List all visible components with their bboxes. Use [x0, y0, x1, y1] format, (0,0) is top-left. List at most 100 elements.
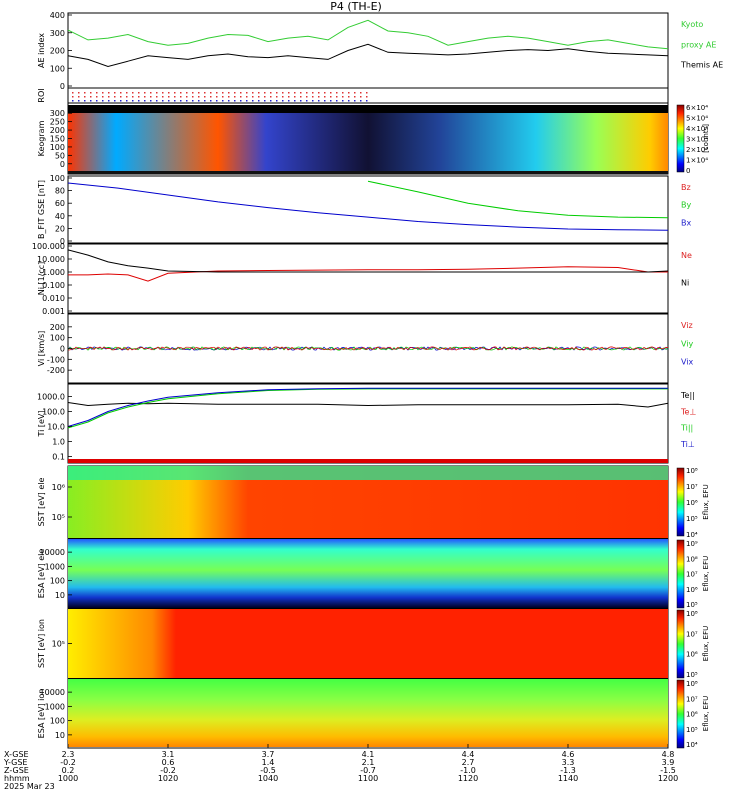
roi-point: [168, 96, 170, 98]
temperature-series-te-: [67, 402, 669, 408]
roi-point: [252, 92, 254, 94]
roi-point: [78, 96, 80, 98]
roi-point: [108, 92, 110, 94]
roi-point: [174, 92, 176, 94]
temperature-ytick-label: 1000.0: [37, 392, 65, 401]
bfield-legend-1: By: [681, 201, 691, 210]
x-axis-row-label: 2025 Mar 23: [4, 782, 55, 791]
roi-point: [282, 96, 284, 98]
roi-point: [342, 100, 344, 102]
roi-point: [276, 92, 278, 94]
esa_e-ytick-label: 100: [50, 577, 65, 586]
esa_i-colorbar-tick: 10⁷: [686, 695, 698, 703]
ae-legend-0: Kyoto: [681, 20, 703, 29]
keogram-top-band: [68, 105, 668, 113]
keogram-colorbar-tick: 0: [686, 167, 690, 175]
roi-point: [234, 100, 236, 102]
sst_i-colorbar-tick: 10⁷: [686, 630, 698, 638]
roi-point: [288, 96, 290, 98]
sst_e-ytick-label: 10⁵: [52, 513, 65, 522]
density-series-ni: [67, 249, 669, 273]
esa_e-colorbar-tick: 10⁵: [686, 601, 698, 609]
x-axis-row-label: X-GSE: [4, 750, 29, 759]
roi-point: [336, 96, 338, 98]
roi-point: [162, 92, 164, 94]
roi-point: [246, 96, 248, 98]
roi-point: [216, 96, 218, 98]
roi-point: [84, 92, 86, 94]
roi-point: [294, 92, 296, 94]
roi-point: [210, 96, 212, 98]
roi-point: [222, 100, 224, 102]
sst_e-colorbar-tick: 10⁶: [686, 499, 698, 507]
x-tick-time: 1000: [58, 774, 78, 783]
roi-point: [192, 92, 194, 94]
roi-point: [210, 100, 212, 102]
roi-point: [324, 100, 326, 102]
x-tick-zgse: -0.5: [260, 766, 276, 775]
roi-point: [342, 92, 344, 94]
esa_i-ytick-label: 10: [55, 731, 65, 740]
ae-ytick-label: 0: [60, 82, 65, 91]
roi-point: [222, 96, 224, 98]
roi-point: [138, 100, 140, 102]
roi-point: [186, 100, 188, 102]
esa_i-colorbar-tick: 10⁶: [686, 711, 698, 719]
velocity-series-viy: [67, 346, 669, 351]
x-tick-xgse: 4.8: [662, 750, 675, 759]
keogram-colorbar-tick: 1×10⁴: [686, 157, 708, 165]
velocity-ylabel: Vi [km/s]: [37, 331, 46, 367]
esa_i-colorbar-tick: 10⁵: [686, 726, 698, 734]
x-tick-xgse: 4.6: [562, 750, 575, 759]
roi-point: [120, 92, 122, 94]
x-tick-ygse: 3.9: [662, 758, 675, 767]
roi-point: [216, 92, 218, 94]
roi-point: [198, 96, 200, 98]
velocity-ytick-label: -200: [47, 366, 65, 375]
temperature-ytick-label: 0.1: [52, 452, 65, 461]
roi-point: [312, 100, 314, 102]
roi-point: [360, 92, 362, 94]
keogram-ylabel: Keogram: [37, 120, 46, 156]
roi-point: [276, 100, 278, 102]
velocity-legend-1: Viy: [681, 339, 694, 348]
plot-title: P4 (TH-E): [330, 0, 382, 13]
roi-point: [366, 92, 368, 94]
esa_i-ytick-label: 100: [50, 717, 65, 726]
x-axis-row-label: Y-GSE: [3, 758, 27, 767]
roi-point: [228, 92, 230, 94]
velocity-ytick-label: 100: [50, 334, 65, 343]
x-tick-ygse: 1.4: [262, 758, 275, 767]
bfield-ytick-label: 100: [50, 174, 65, 183]
ae-legend-1: proxy AE: [681, 40, 716, 49]
esa_e-colorbar-tick: 10⁹: [686, 540, 698, 548]
esa_i-colorbar-label: Eflux, EFU: [702, 696, 710, 731]
esa-electron-colorbar: [676, 539, 685, 609]
roi-point: [294, 96, 296, 98]
roi-point: [276, 96, 278, 98]
ae-ylabel: AE index: [37, 33, 46, 68]
sst_i-ytick-label: 10⁵: [52, 640, 65, 649]
sst_e-ytick-label: 10⁶: [52, 483, 65, 492]
roi-point: [258, 92, 260, 94]
roi-point: [180, 100, 182, 102]
sst_i-colorbar-tick: 10⁸: [686, 610, 698, 618]
keogram-ytick-label: 250: [50, 118, 65, 127]
bfield-ytick-label: 0: [60, 237, 65, 246]
x-tick-xgse: 3.1: [162, 750, 175, 759]
roi-point: [198, 100, 200, 102]
esa_i-ylabel: ESA [eV] ion: [37, 689, 46, 739]
density-legend-0: Ne: [681, 251, 692, 260]
roi-point: [240, 96, 242, 98]
roi-point: [132, 100, 134, 102]
roi-point: [312, 96, 314, 98]
roi-point: [366, 96, 368, 98]
keogram-colorbar-label: [counts]: [702, 124, 710, 153]
density-frame: [67, 243, 669, 314]
density-ylabel: Ni [1/cc]: [37, 262, 46, 296]
chart-marks: [67, 19, 669, 429]
roi-point: [150, 96, 152, 98]
roi-point: [114, 92, 116, 94]
roi-point: [360, 100, 362, 102]
